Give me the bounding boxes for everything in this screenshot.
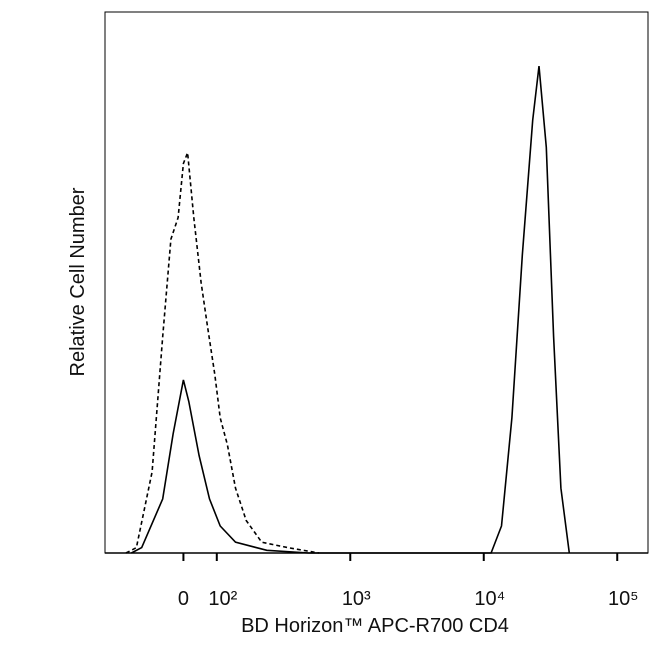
x-tick-label: 0: [178, 588, 189, 610]
x-tick-label: 10³: [342, 588, 371, 610]
histogram-line: [125, 152, 320, 554]
x-tick-label: 10⁴: [474, 588, 505, 610]
x-tick-label: 10²: [208, 588, 237, 610]
histogram-line: [131, 66, 571, 554]
x-tick-label: 10⁵: [608, 588, 639, 610]
x-axis-label: BD Horizon™ APC-R700 CD4: [241, 615, 509, 637]
y-axis-label: Relative Cell Number: [67, 187, 89, 376]
plot-frame: [104, 11, 649, 554]
